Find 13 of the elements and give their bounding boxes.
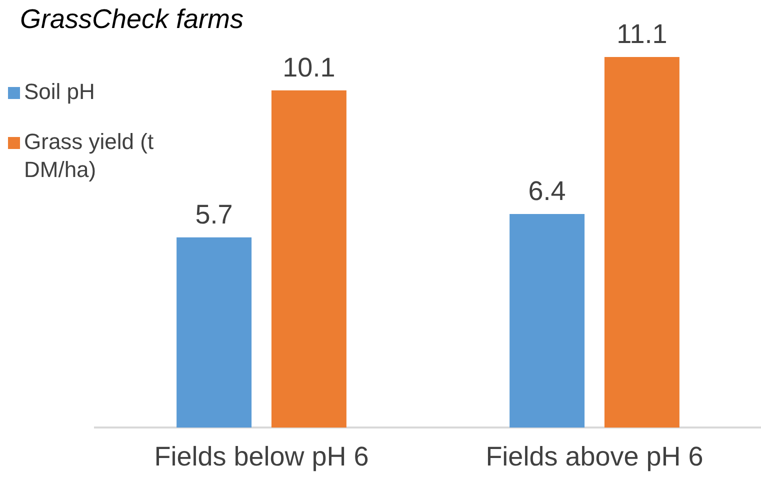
- data-label: 10.1: [282, 52, 336, 82]
- bar: [604, 57, 680, 428]
- x-tick-label: Fields below pH 6: [154, 441, 369, 472]
- x-tick-label: Fields above pH 6: [486, 441, 704, 472]
- chart-title: GrassCheck farms: [20, 4, 244, 35]
- legend-label: Soil pH: [24, 78, 95, 106]
- legend-label: Grass yield (t DM/ha): [24, 128, 155, 184]
- data-label: 11.1: [616, 19, 668, 49]
- data-label: 5.7: [195, 199, 233, 230]
- data-label: 6.4: [528, 176, 566, 206]
- bar: [510, 214, 585, 428]
- bar: [176, 237, 252, 428]
- bar: [271, 90, 346, 428]
